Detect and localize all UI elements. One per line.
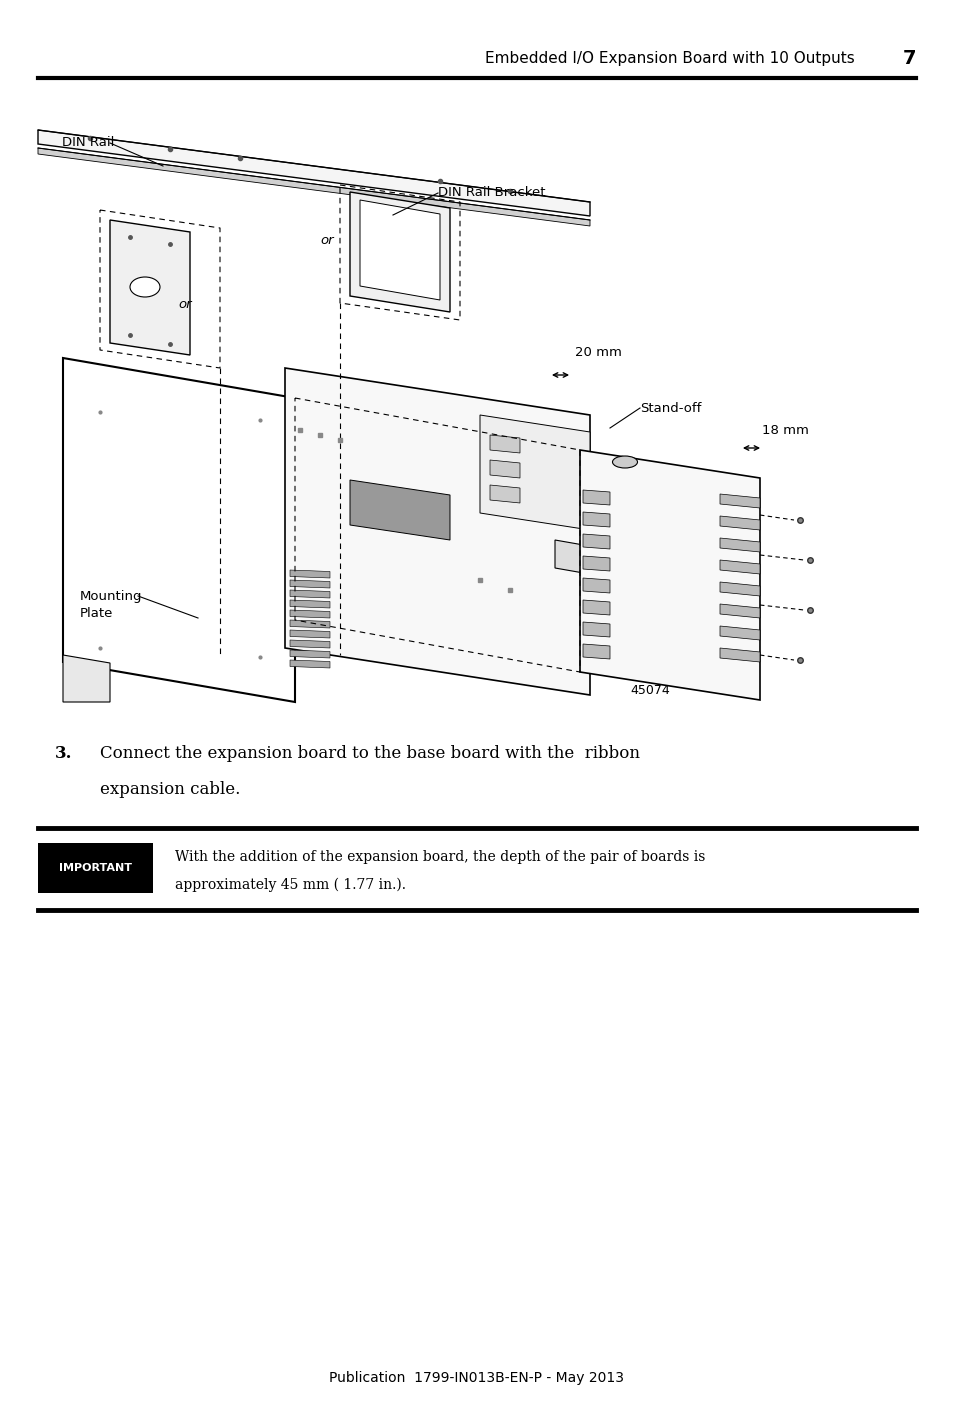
Polygon shape — [582, 644, 609, 659]
Polygon shape — [582, 534, 609, 548]
Polygon shape — [290, 650, 330, 658]
Text: or: or — [320, 233, 334, 246]
Polygon shape — [110, 219, 190, 354]
Text: With the addition of the expansion board, the depth of the pair of boards is: With the addition of the expansion board… — [174, 851, 704, 865]
Polygon shape — [720, 560, 760, 574]
Polygon shape — [720, 582, 760, 596]
Polygon shape — [290, 640, 330, 648]
Polygon shape — [290, 600, 330, 607]
Polygon shape — [350, 193, 450, 312]
Text: DIN Rail Bracket: DIN Rail Bracket — [437, 187, 545, 200]
Text: Connect the expansion board to the base board with the  ribbon: Connect the expansion board to the base … — [100, 745, 639, 762]
Polygon shape — [582, 512, 609, 527]
Polygon shape — [359, 200, 439, 299]
Text: 20 mm: 20 mm — [575, 346, 621, 359]
Text: IMPORTANT: IMPORTANT — [59, 863, 132, 873]
Polygon shape — [582, 491, 609, 505]
Text: 7: 7 — [902, 48, 916, 67]
Text: Mounting
Plate: Mounting Plate — [80, 591, 142, 620]
Polygon shape — [290, 620, 330, 628]
Polygon shape — [290, 659, 330, 668]
Polygon shape — [479, 415, 589, 530]
Polygon shape — [350, 479, 450, 540]
Text: 3.: 3. — [55, 745, 72, 762]
Polygon shape — [38, 129, 589, 217]
Polygon shape — [720, 538, 760, 553]
Text: DIN Rail: DIN Rail — [62, 136, 114, 149]
Polygon shape — [63, 359, 294, 702]
Ellipse shape — [130, 277, 160, 297]
Text: or: or — [178, 298, 192, 312]
Text: approximately 45 mm ( 1.77 in.).: approximately 45 mm ( 1.77 in.). — [174, 877, 406, 893]
Polygon shape — [555, 540, 595, 575]
Polygon shape — [582, 621, 609, 637]
Polygon shape — [720, 494, 760, 508]
Polygon shape — [582, 600, 609, 614]
Polygon shape — [490, 434, 519, 453]
FancyBboxPatch shape — [38, 844, 152, 893]
Text: expansion cable.: expansion cable. — [100, 780, 240, 799]
Polygon shape — [290, 591, 330, 598]
Text: Stand-off: Stand-off — [639, 402, 700, 415]
Polygon shape — [582, 578, 609, 593]
Polygon shape — [285, 368, 589, 695]
Polygon shape — [720, 626, 760, 640]
Ellipse shape — [612, 456, 637, 468]
Polygon shape — [63, 655, 110, 702]
Polygon shape — [490, 460, 519, 478]
Polygon shape — [290, 581, 330, 588]
Polygon shape — [290, 610, 330, 619]
Polygon shape — [290, 630, 330, 638]
Text: Embedded I/O Expansion Board with 10 Outputs: Embedded I/O Expansion Board with 10 Out… — [485, 51, 854, 66]
Text: 45074: 45074 — [629, 683, 669, 696]
Text: Publication  1799-IN013B-EN-P - May 2013: Publication 1799-IN013B-EN-P - May 2013 — [329, 1371, 624, 1385]
Text: 18 mm: 18 mm — [761, 423, 808, 436]
Polygon shape — [579, 450, 760, 700]
Polygon shape — [720, 516, 760, 530]
Polygon shape — [582, 555, 609, 571]
Polygon shape — [720, 605, 760, 619]
Polygon shape — [38, 148, 589, 226]
Polygon shape — [490, 485, 519, 503]
Polygon shape — [290, 569, 330, 578]
Polygon shape — [720, 648, 760, 662]
